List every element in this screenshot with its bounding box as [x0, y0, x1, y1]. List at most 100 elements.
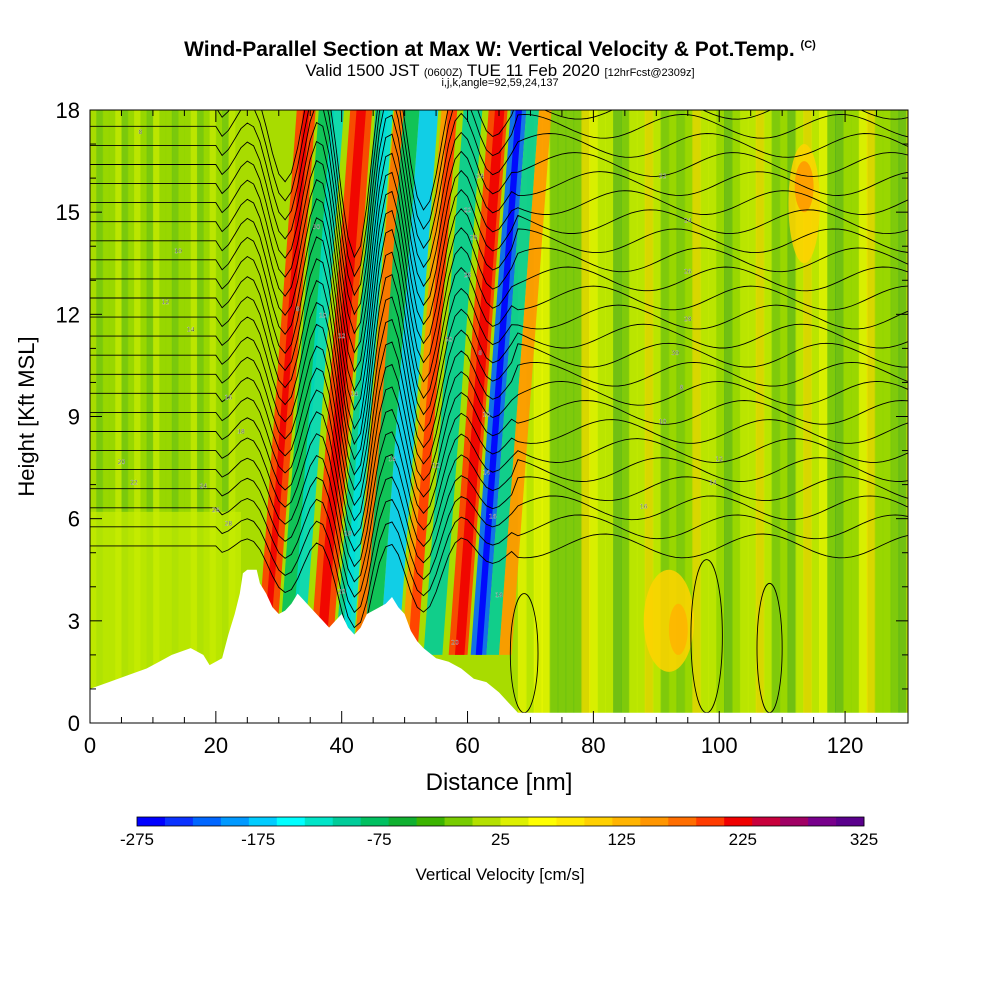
contour-label: 20 — [338, 589, 346, 596]
colorbar-swatch — [276, 817, 306, 826]
x-tick-label: 60 — [455, 733, 479, 758]
field-strip — [159, 110, 167, 723]
contour-label: 14 — [483, 469, 491, 476]
utc-time: (0600Z) — [423, 67, 463, 79]
colorbar-swatch — [360, 817, 390, 826]
theta-contour — [90, 318, 908, 491]
contour-label: 24 — [684, 217, 692, 224]
theta-contour — [216, 110, 908, 259]
theta-contour — [90, 453, 908, 583]
colorbar-swatch — [528, 817, 557, 826]
field-strip — [557, 110, 567, 723]
contour-label: 12 — [338, 333, 346, 340]
colorbar-frame — [136, 816, 865, 827]
colorbar-swatch — [472, 817, 501, 826]
theta-contour — [90, 495, 908, 614]
contour-label: 12 — [432, 463, 440, 470]
theta-contour — [90, 514, 908, 629]
field-strip — [613, 110, 622, 723]
x-tick-label: 80 — [581, 733, 605, 758]
colorbar-swatch — [612, 817, 641, 826]
colorbar-swatch — [808, 817, 837, 826]
velocity-streak — [379, 110, 439, 655]
field-strip — [827, 110, 836, 723]
field-strip — [700, 110, 710, 723]
x-axis-label: Distance [nm] — [426, 769, 573, 796]
field-strip — [882, 110, 892, 723]
field-strip — [835, 110, 844, 723]
field-strip — [573, 110, 583, 723]
theta-contour — [90, 209, 908, 411]
contour-label: 12 — [715, 456, 723, 463]
theta-contour — [90, 408, 908, 552]
colorbar-swatch — [137, 817, 166, 826]
colorbar-swatch — [220, 817, 250, 826]
colorbar-swatch — [752, 817, 781, 826]
field-strip — [652, 110, 662, 723]
field-strip — [605, 110, 614, 723]
field-strip — [222, 110, 230, 723]
y-tick-label: 9 — [68, 405, 80, 430]
contour-label: 26 — [212, 507, 220, 514]
contour-label: 30 — [445, 337, 453, 344]
y-tick-label: 6 — [68, 507, 80, 532]
colorbar-swatch — [332, 817, 362, 826]
contour-label: 22 — [464, 207, 472, 214]
x-tick-label: 120 — [827, 733, 864, 758]
field-strip — [636, 110, 646, 723]
colorbar-swatch — [696, 817, 725, 826]
field-strip — [209, 110, 217, 723]
colorbar-tick-label: 225 — [729, 830, 757, 849]
colorbar-swatch — [444, 817, 473, 826]
colorbar-swatch — [836, 817, 865, 826]
theta-contour — [90, 228, 908, 430]
field-strip — [842, 110, 852, 723]
theta-contour — [90, 190, 908, 392]
field-strip — [102, 110, 110, 723]
field-strip — [850, 110, 860, 723]
theta-contour — [90, 296, 908, 476]
field-strip — [874, 110, 884, 723]
field-strip — [708, 110, 717, 723]
colorbar-tick-label: 125 — [607, 830, 635, 849]
colorbar-swatch — [584, 817, 613, 826]
theta-contour — [90, 110, 908, 297]
colorbar-swatch — [640, 817, 669, 826]
contour-label: 16 — [489, 514, 497, 521]
contour-label: 16 — [388, 456, 396, 463]
velocity-blob — [668, 603, 688, 655]
y-tick-label: 12 — [56, 302, 80, 327]
contour-label: 30 — [313, 224, 321, 231]
velocity-streak — [263, 110, 310, 655]
theta-contour — [90, 273, 908, 461]
contour-label: 28 — [464, 272, 472, 279]
field-strip — [152, 110, 160, 723]
colorbar-swatch — [304, 817, 334, 826]
contour-label: 8 — [138, 129, 142, 136]
field-strip — [819, 110, 828, 723]
field-strip — [866, 110, 876, 723]
colorbar-swatch — [192, 817, 222, 826]
field-strip — [716, 110, 725, 723]
velocity-streak — [341, 110, 394, 655]
chart-subtitle: Valid 1500 JST (0600Z) TUE 11 Feb 2020 [… — [0, 61, 1000, 81]
field-strip — [684, 110, 694, 723]
theta-contour — [90, 152, 908, 354]
colorbar-swatch — [388, 817, 418, 826]
theta-contour — [90, 431, 908, 568]
copyright-mark: (C) — [800, 39, 816, 51]
terrain — [90, 569, 908, 723]
theta-contour — [90, 341, 908, 507]
contour-label: 28 — [684, 316, 692, 323]
field-strip — [620, 110, 630, 723]
chart-title: Wind-Parallel Section at Max W: Vertical… — [184, 38, 816, 61]
field-strip — [747, 110, 757, 723]
y-axis-label: Height [Kft MSL] — [14, 336, 39, 496]
field-strip — [184, 110, 192, 723]
axis-ticks — [89, 109, 909, 724]
contour-label: 16 — [225, 394, 233, 401]
contour-label: 12 — [162, 299, 170, 306]
velocity-streak — [291, 110, 344, 655]
contour-label: 8 — [478, 350, 482, 357]
